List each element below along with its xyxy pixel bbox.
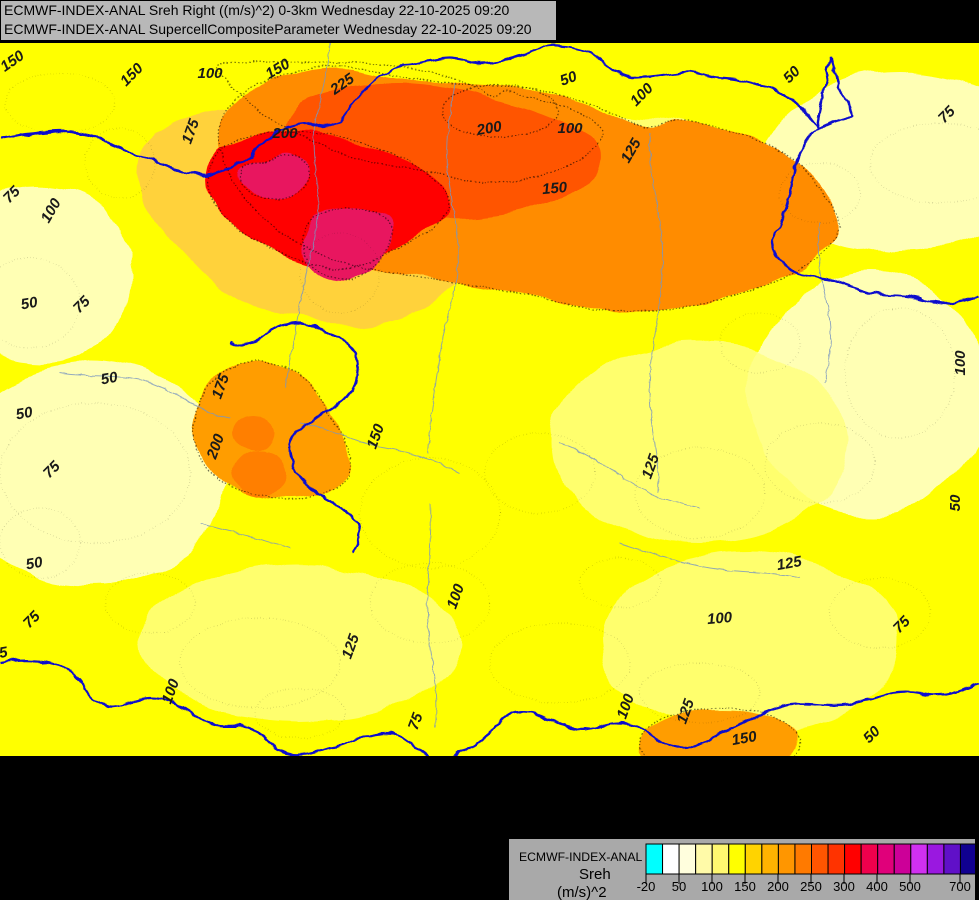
svg-text:100: 100 [557,120,583,137]
svg-text:ECMWF-INDEX-ANAL: ECMWF-INDEX-ANAL [519,850,642,864]
svg-text:200: 200 [271,125,298,142]
svg-text:50: 50 [947,494,964,511]
svg-text:(m/s)^2: (m/s)^2 [557,884,607,900]
svg-text:100: 100 [706,609,733,628]
svg-text:100: 100 [197,65,223,82]
svg-text:Sreh: Sreh [579,866,611,883]
svg-text:150: 150 [541,179,568,198]
svg-text:100: 100 [952,350,969,376]
